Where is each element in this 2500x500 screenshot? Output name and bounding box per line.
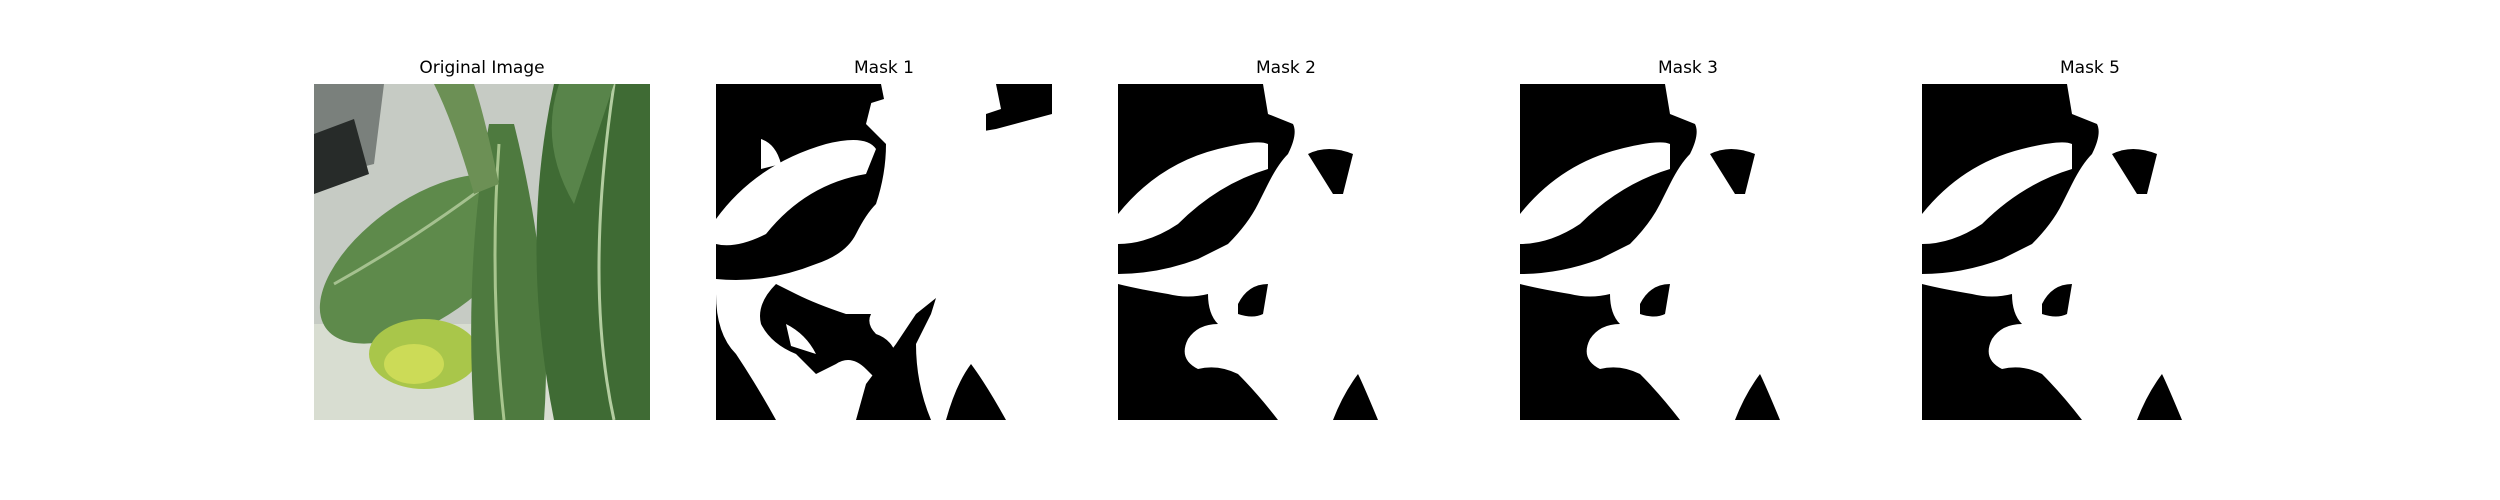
mask-1-image — [716, 84, 1052, 420]
mask-2 — [1118, 84, 1454, 420]
mask-5-title: Mask 5 — [2059, 58, 2120, 78]
mask-2-image — [1118, 84, 1454, 420]
mask-3-title: Mask 3 — [1657, 58, 1718, 78]
mask-3-image — [1520, 84, 1856, 420]
original-image-title: Original Image — [419, 58, 545, 78]
mask-3 — [1520, 84, 1856, 420]
mask-5 — [1922, 84, 2258, 420]
mask-1-title: Mask 1 — [853, 58, 914, 78]
mask-2-title: Mask 2 — [1255, 58, 1316, 78]
mask-1 — [716, 84, 1052, 420]
original-image — [314, 84, 650, 420]
plant-photo — [314, 84, 650, 420]
mask-5-image — [1922, 84, 2258, 420]
